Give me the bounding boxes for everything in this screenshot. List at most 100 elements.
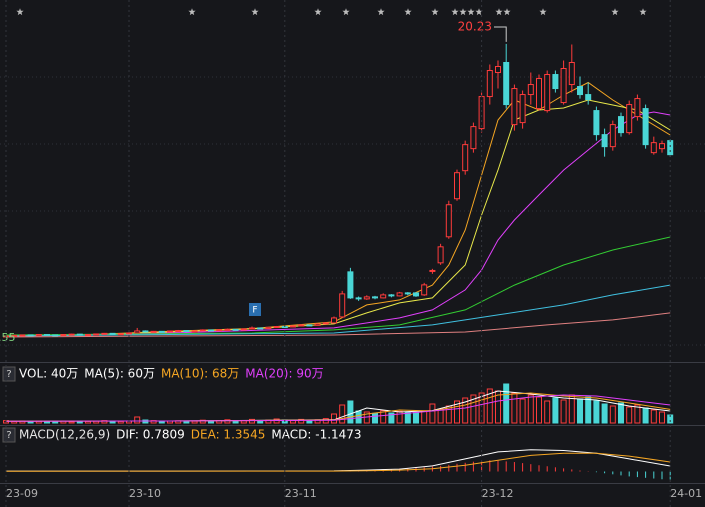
candle-body bbox=[667, 140, 674, 156]
event-star bbox=[503, 8, 511, 16]
legend-entry: MA(5): 60万 bbox=[84, 367, 155, 381]
volume-bar bbox=[462, 397, 469, 424]
x-tick-label: 23-10 bbox=[129, 487, 161, 500]
volume-bar bbox=[437, 408, 444, 424]
event-badge-label: F bbox=[252, 306, 257, 316]
candle-body bbox=[290, 325, 296, 328]
x-tick-label: 23-12 bbox=[482, 487, 514, 500]
candle-body bbox=[413, 292, 419, 297]
event-star bbox=[404, 8, 412, 16]
volume-bar bbox=[191, 420, 198, 424]
ma-line bbox=[5, 284, 671, 337]
event-star bbox=[539, 8, 547, 16]
candle-body bbox=[52, 334, 59, 337]
candle-body bbox=[503, 62, 510, 106]
candle-body bbox=[85, 334, 91, 337]
volume-bar bbox=[609, 405, 616, 424]
volume-bar bbox=[273, 418, 280, 424]
candle-body bbox=[240, 328, 247, 331]
event-star bbox=[611, 8, 619, 16]
candle-body bbox=[544, 74, 551, 112]
volume-bar bbox=[470, 394, 477, 424]
volume-bar bbox=[486, 388, 493, 424]
candle-body bbox=[585, 94, 592, 101]
candle-body bbox=[552, 74, 559, 90]
ma-line bbox=[5, 312, 671, 338]
volume-bar bbox=[199, 419, 206, 424]
event-star bbox=[475, 8, 483, 16]
candle-body bbox=[158, 330, 165, 333]
candle-body bbox=[134, 330, 141, 334]
volume-bar bbox=[355, 410, 362, 424]
candle-body bbox=[495, 66, 501, 74]
legend-entry: MACD: -1.1473 bbox=[271, 428, 361, 442]
candle-body bbox=[314, 323, 321, 326]
volume-bar bbox=[380, 410, 387, 424]
volume-bar bbox=[585, 396, 592, 424]
candle-body bbox=[150, 330, 157, 333]
volume-bar bbox=[634, 404, 641, 424]
candle-body bbox=[216, 329, 223, 332]
volume-bar bbox=[478, 392, 485, 424]
x-tick-label: 24-01 bbox=[670, 487, 702, 500]
volume-bar bbox=[290, 420, 296, 424]
volume-bar bbox=[527, 394, 534, 424]
volume-bar bbox=[68, 421, 75, 424]
volume-bar bbox=[650, 409, 657, 424]
volume-bar bbox=[593, 400, 600, 424]
candle-body bbox=[126, 332, 132, 335]
candle-body bbox=[454, 172, 460, 200]
candle-body bbox=[191, 330, 198, 333]
candle-body bbox=[117, 333, 124, 336]
volume-bar bbox=[85, 420, 91, 424]
volume-bar bbox=[232, 420, 239, 424]
panel-separators bbox=[0, 362, 705, 484]
candle-body bbox=[76, 333, 83, 336]
candle-body bbox=[27, 334, 34, 337]
candle-body bbox=[429, 269, 436, 272]
candle-body bbox=[208, 329, 214, 332]
volume-bar bbox=[372, 412, 378, 424]
volume-bar bbox=[27, 421, 34, 424]
legend-entry: DEA: 1.3545 bbox=[191, 428, 266, 442]
volume-bar bbox=[536, 396, 542, 424]
volume-bar bbox=[568, 394, 575, 424]
volume-bar bbox=[454, 400, 460, 424]
candle-body bbox=[175, 330, 182, 333]
candle-body bbox=[11, 334, 18, 337]
candle-body bbox=[265, 326, 272, 330]
candle-body bbox=[650, 142, 657, 154]
candle-body bbox=[642, 108, 649, 146]
candle-body bbox=[626, 104, 633, 134]
volume-bar bbox=[421, 410, 428, 424]
candle-body bbox=[470, 126, 477, 150]
candle-body bbox=[68, 333, 75, 336]
candle-body bbox=[527, 84, 534, 96]
volume-bar bbox=[626, 406, 633, 424]
candle-body bbox=[249, 327, 255, 330]
volume-bar bbox=[322, 418, 329, 424]
volume-bar bbox=[249, 418, 255, 424]
candle-body bbox=[101, 332, 108, 335]
candle-body bbox=[618, 116, 624, 134]
volume-bar bbox=[388, 412, 395, 424]
event-star bbox=[188, 8, 196, 16]
candle-body bbox=[519, 94, 526, 124]
volume-bar bbox=[618, 402, 624, 424]
candle-body bbox=[609, 124, 616, 148]
event-star bbox=[467, 8, 475, 16]
candle-body bbox=[298, 324, 305, 327]
candle-body bbox=[19, 334, 26, 337]
high-label: 20.23 bbox=[458, 20, 492, 34]
volume-bar bbox=[339, 404, 346, 424]
candle-body bbox=[273, 326, 280, 329]
volume-bar bbox=[44, 421, 50, 424]
candle-body bbox=[536, 78, 542, 110]
event-star bbox=[342, 8, 350, 16]
candle-body bbox=[372, 296, 378, 299]
low-label: 5.55 bbox=[0, 331, 16, 344]
volume-bar bbox=[134, 416, 141, 424]
event-star bbox=[639, 8, 647, 16]
volume-bar bbox=[76, 421, 83, 424]
